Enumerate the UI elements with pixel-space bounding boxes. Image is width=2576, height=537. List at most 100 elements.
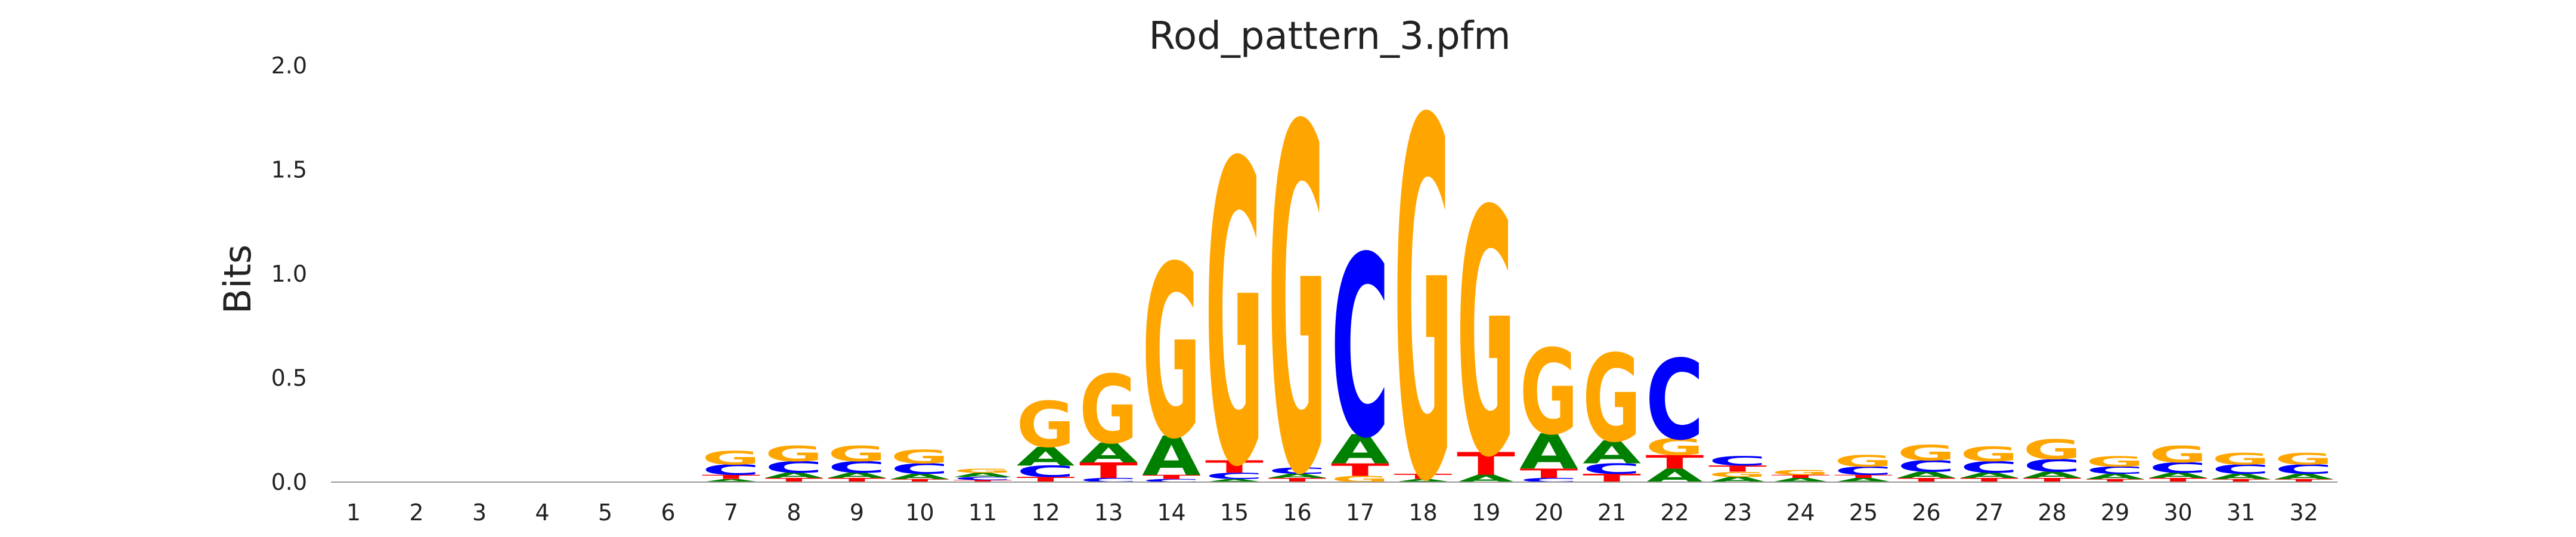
logo-letter-g: G bbox=[2275, 450, 2333, 468]
x-tick-label: 23 bbox=[1723, 499, 1752, 526]
x-tick-label: 19 bbox=[1472, 499, 1500, 526]
logo-letter-t: T bbox=[953, 480, 1012, 483]
x-tick-label: 10 bbox=[905, 499, 934, 526]
logo-letter-a: A bbox=[702, 478, 760, 483]
logo-letter-a: A bbox=[1017, 442, 1075, 471]
x-tick-label: 12 bbox=[1031, 499, 1060, 526]
logo-letter-c: C bbox=[2275, 462, 2333, 477]
x-tick-label: 28 bbox=[2038, 499, 2066, 526]
logo-letter-a: A bbox=[1079, 437, 1138, 469]
x-tick-label: 27 bbox=[1975, 499, 2004, 526]
x-tick-label: 5 bbox=[598, 499, 612, 526]
logo-letter-g: G bbox=[1708, 470, 1767, 479]
logo-letter-t: T bbox=[1772, 474, 1830, 479]
logo-letter-a: A bbox=[1205, 478, 1264, 483]
logo-letter-c: C bbox=[2086, 465, 2144, 476]
x-tick-label: 3 bbox=[472, 499, 487, 526]
logo-letter-t: T bbox=[1331, 460, 1389, 480]
logo-letter-c: C bbox=[1646, 337, 1704, 464]
x-tick-label: 4 bbox=[535, 499, 549, 526]
logo-letter-t: T bbox=[2275, 478, 2333, 483]
logo-letter-t: T bbox=[1268, 477, 1327, 483]
logo-letter-g: G bbox=[2212, 450, 2270, 468]
logo-letter-a: A bbox=[2149, 471, 2208, 480]
y-axis-ticks: 0.0 0.5 1.0 1.5 2.0 bbox=[271, 53, 307, 495]
logo-letter-c: C bbox=[1834, 464, 1893, 477]
logo-letter-t: T bbox=[2086, 478, 2144, 483]
y-tick-label: 1.5 bbox=[271, 157, 307, 183]
logo-letter-g: G bbox=[1834, 452, 1893, 470]
y-tick-label: 0.5 bbox=[271, 365, 307, 391]
logo-letter-t: T bbox=[2023, 477, 2082, 483]
logo-letter-g: G bbox=[1583, 329, 1641, 468]
logo-letter-a: A bbox=[1268, 473, 1327, 479]
y-tick-label: 1.0 bbox=[271, 261, 307, 287]
logo-letter-g: G bbox=[1646, 434, 1704, 460]
logo-letter-a: A bbox=[1834, 477, 1893, 483]
x-tick-label: 21 bbox=[1597, 499, 1626, 526]
y-tick-label: 0.0 bbox=[271, 469, 307, 495]
x-tick-label: 18 bbox=[1408, 499, 1437, 526]
logo-letter-a: A bbox=[765, 471, 824, 480]
logo-letter-t: T bbox=[1457, 446, 1515, 482]
x-tick-label: 6 bbox=[661, 499, 675, 526]
logo-letter-c: C bbox=[828, 458, 886, 477]
chart-title: Rod_pattern_3.pfm bbox=[1148, 14, 1510, 58]
x-tick-label: 30 bbox=[2163, 499, 2192, 526]
logo-letter-c: C bbox=[2023, 456, 2082, 476]
x-tick-label: 32 bbox=[2289, 499, 2318, 526]
logo-letter-t: T bbox=[1960, 477, 2018, 483]
logo-letter-c: C bbox=[953, 476, 1012, 481]
x-tick-label: 16 bbox=[1283, 499, 1311, 526]
logo-letter-c: C bbox=[702, 462, 760, 479]
x-tick-label: 20 bbox=[1534, 499, 1563, 526]
logo-letter-g: G bbox=[2023, 434, 2082, 466]
logo-letter-c: C bbox=[891, 461, 949, 477]
logo-letter-g: G bbox=[1394, 18, 1453, 537]
logo-letter-c: C bbox=[1960, 458, 2018, 477]
y-tick-label: 2.0 bbox=[271, 53, 307, 79]
logo-letter-t: T bbox=[1520, 466, 1578, 481]
logo-letter-c: C bbox=[1897, 457, 1956, 476]
logo-letter-a: A bbox=[1772, 477, 1831, 483]
logo-letter-t: T bbox=[1079, 458, 1138, 483]
x-tick-label: 24 bbox=[1786, 499, 1815, 526]
logo-letter-c: C bbox=[1017, 462, 1075, 481]
logo-letter-c: C bbox=[1205, 471, 1264, 482]
logo-letter-t: T bbox=[1897, 477, 1956, 483]
x-tick-label: 9 bbox=[850, 499, 864, 526]
logo-letter-c: C bbox=[1708, 453, 1767, 468]
logo-letter-t: T bbox=[1205, 457, 1264, 477]
logo-letter-c: C bbox=[2149, 459, 2207, 476]
logo-letter-a: A bbox=[1960, 471, 2019, 480]
logo-letter-g: G bbox=[765, 442, 823, 467]
logo-letter-a: A bbox=[2275, 473, 2334, 481]
logo-letter-g: G bbox=[1772, 468, 1830, 477]
logo-letter-t: T bbox=[1646, 452, 1704, 473]
x-tick-label: 29 bbox=[2101, 499, 2129, 526]
logo-letter-a: A bbox=[2086, 473, 2145, 481]
logo-letter-t: T bbox=[765, 477, 823, 483]
logo-letter-t: T bbox=[1394, 473, 1453, 481]
y-axis-label: Bits bbox=[216, 245, 259, 314]
logo-letter-g: G bbox=[1897, 440, 1956, 465]
logo-letter-c: C bbox=[1520, 477, 1578, 483]
logo-letter-c: C bbox=[1331, 203, 1389, 493]
logo-letter-t: T bbox=[1143, 474, 1201, 480]
logo-letter-c: C bbox=[1583, 461, 1641, 477]
logo-letter-g: G bbox=[1457, 141, 1515, 532]
logo-letter-a: A bbox=[891, 473, 950, 481]
logo-letter-g: G bbox=[891, 446, 949, 468]
x-axis-ticks: 1 2 3 4 5 6 7 8 9 10 11 12 13 14 15 16 17 18 19 20 21 22 23 24 2… bbox=[346, 499, 2318, 526]
x-tick-label: 15 bbox=[1220, 499, 1249, 526]
logo-letter-g: G bbox=[2086, 453, 2144, 470]
x-tick-label: 25 bbox=[1849, 499, 1878, 526]
logo-letter-a: A bbox=[1897, 470, 1956, 480]
logo-letter-g: G bbox=[1205, 77, 1264, 537]
logo-letter-a: A bbox=[953, 472, 1013, 479]
x-tick-label: 2 bbox=[409, 499, 423, 526]
logo-letter-g: G bbox=[828, 442, 886, 467]
logo-letter-t: T bbox=[1708, 464, 1767, 474]
